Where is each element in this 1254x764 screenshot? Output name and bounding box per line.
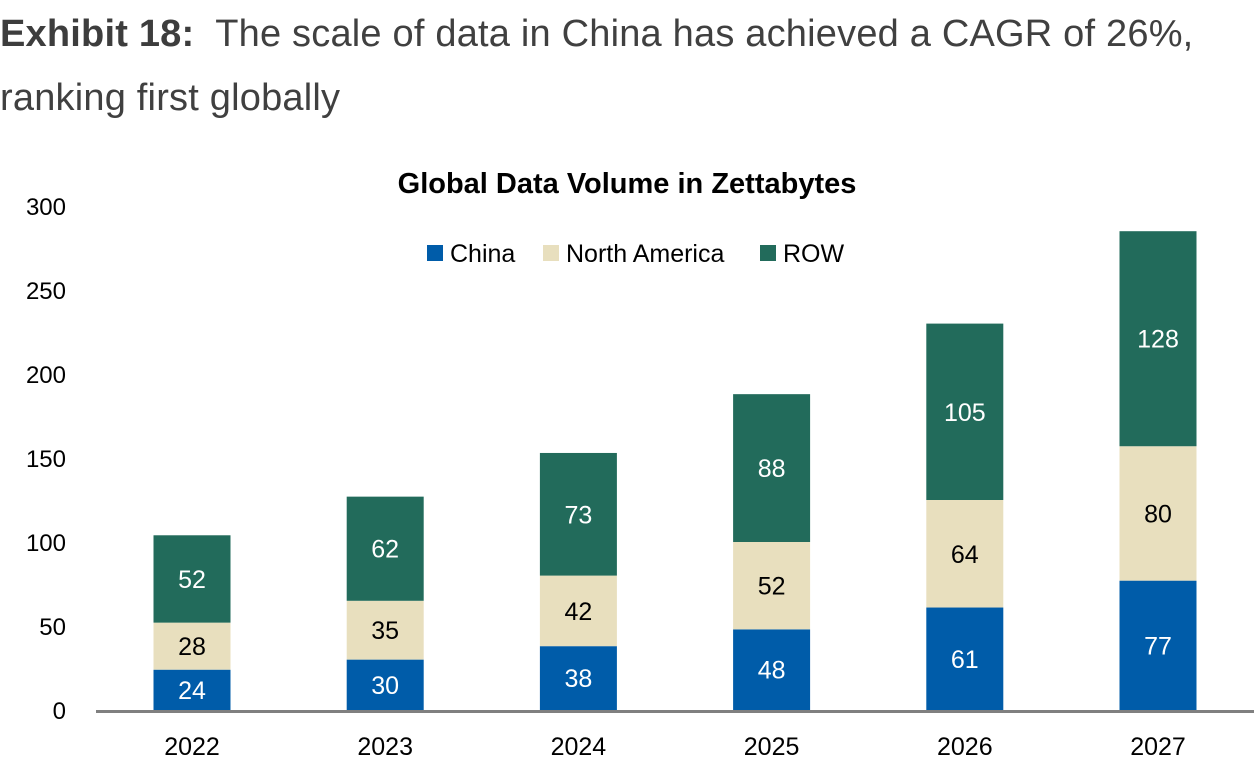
legend: China North America ROW [427, 240, 845, 268]
exhibit-title: The scale of data in China has achieved … [0, 13, 1194, 119]
bar-segment-north-america [733, 542, 811, 630]
x-tick-label: 2022 [164, 733, 220, 761]
legend-label: China [450, 240, 515, 268]
data-label: 52 [178, 566, 206, 594]
x-tick-label: 2023 [357, 733, 413, 761]
data-label: 73 [564, 501, 592, 529]
bar-stack-2022: 24 28 52 [153, 535, 231, 710]
data-label: 128 [1137, 326, 1179, 354]
legend-item-row: ROW [760, 240, 845, 268]
bar-stack-2027: 77 80 128 [1119, 231, 1197, 710]
data-label: 48 [758, 657, 786, 685]
bar-segment-china [153, 669, 231, 710]
chart-title: Global Data Volume in Zettabytes [398, 168, 857, 200]
bar-segment-row [539, 452, 617, 576]
legend-swatch [543, 245, 559, 261]
bar-segment-china [926, 607, 1004, 710]
legend-item-china: China [427, 240, 515, 268]
data-label: 88 [758, 455, 786, 483]
bars: 24 28 52 30 35 62 38 42 73 48 52 88 61 64 105 77 80 128 [153, 231, 1197, 710]
data-label: 28 [178, 633, 206, 661]
exhibit-label: Exhibit 18: [0, 13, 195, 55]
data-label: 35 [371, 617, 399, 645]
legend-label: ROW [783, 240, 845, 268]
legend-label: North America [566, 240, 724, 268]
bar-stack-2025: 48 52 88 [733, 394, 811, 710]
exhibit-heading: Exhibit 18: The scale of data in China h… [0, 2, 1254, 130]
bar-segment-north-america [926, 500, 1004, 608]
data-label: 38 [564, 665, 592, 693]
data-label: 105 [944, 399, 986, 427]
bar-segment-row [153, 535, 231, 623]
legend-swatch [760, 245, 776, 261]
legend-swatch [427, 245, 443, 261]
data-label: 64 [951, 541, 979, 569]
bar-segment-north-america [346, 600, 424, 660]
bar-stack-2023: 30 35 62 [346, 496, 424, 710]
x-tick-label: 2024 [551, 733, 607, 761]
data-label: 61 [951, 646, 979, 674]
bar-segment-row [1119, 231, 1197, 447]
data-label: 80 [1144, 500, 1172, 528]
bar-stack-2024: 38 42 73 [539, 452, 617, 710]
bar-segment-row [346, 496, 424, 601]
x-tick-label: 2027 [1130, 733, 1186, 761]
bar-segment-row [733, 394, 811, 542]
y-tick-label: 100 [26, 530, 66, 557]
data-label: 42 [564, 598, 592, 626]
y-axis-ticks: 0 50 100 150 200 250 300 [26, 194, 66, 725]
y-tick-label: 0 [53, 698, 66, 725]
x-tick-label: 2026 [937, 733, 993, 761]
bar-segment-china [1119, 580, 1197, 710]
bar-segment-china [539, 646, 617, 710]
data-label: 30 [371, 672, 399, 700]
legend-item-north-america: North America [543, 240, 724, 268]
data-label: 24 [178, 677, 206, 705]
bar-segment-north-america [153, 622, 231, 670]
data-label: 62 [371, 536, 399, 564]
bar-segment-china [346, 659, 424, 710]
y-tick-label: 250 [26, 278, 66, 305]
bar-segment-north-america [539, 575, 617, 647]
y-tick-label: 150 [26, 446, 66, 473]
y-tick-label: 300 [26, 194, 66, 221]
y-tick-label: 200 [26, 362, 66, 389]
y-tick-label: 50 [39, 614, 66, 641]
bar-stack-2026: 61 64 105 [926, 323, 1004, 710]
data-label: 52 [758, 573, 786, 601]
bar-segment-china [733, 629, 811, 710]
bar-segment-north-america [1119, 446, 1197, 581]
x-axis-ticks: 2022 2023 2024 2025 2026 2027 [164, 733, 1186, 761]
data-label: 77 [1144, 632, 1172, 660]
x-tick-label: 2025 [744, 733, 800, 761]
bar-segment-row [926, 323, 1004, 500]
